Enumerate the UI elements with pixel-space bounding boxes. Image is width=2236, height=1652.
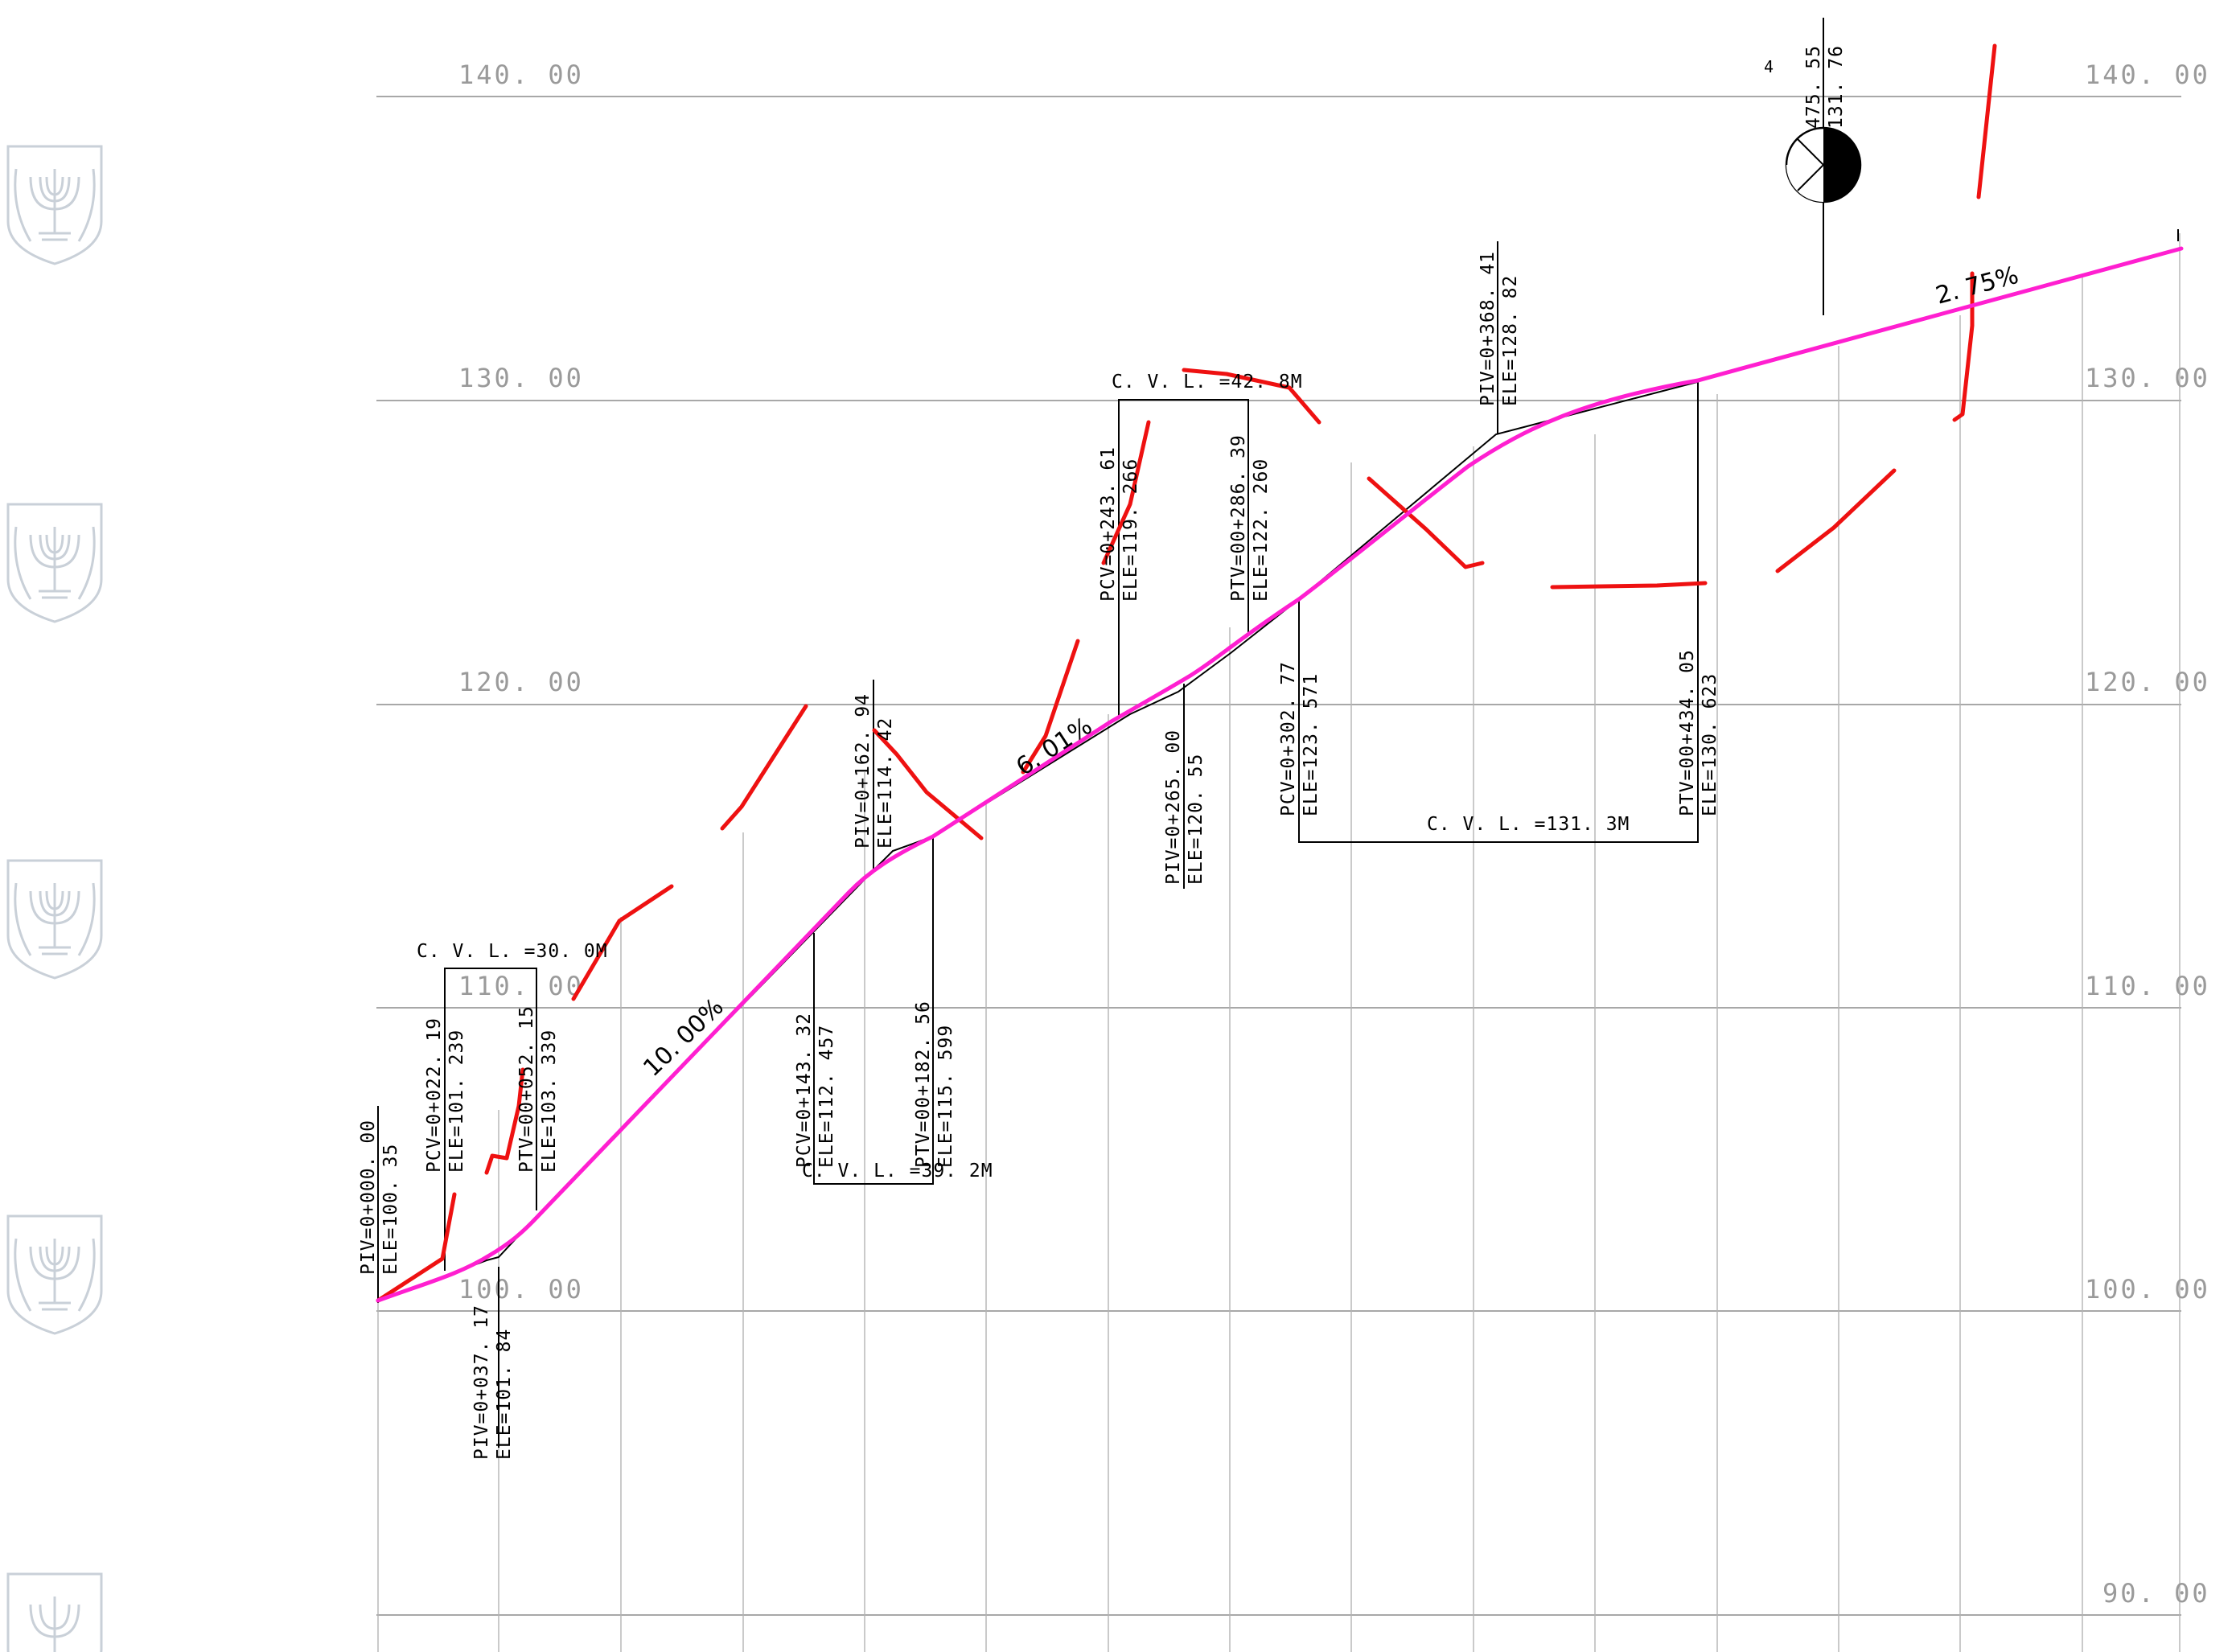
station-label: PCV=0+022. 19	[424, 1017, 445, 1173]
red-markups	[376, 43, 1997, 1303]
station-label: PIV=0+037. 17	[471, 1305, 492, 1460]
station-label: PTV=00+286. 39	[1228, 434, 1249, 602]
curve-3-labels: PCV=0+243. 61 ELE=119. 266 PTV=00+286. 3…	[1098, 434, 1272, 885]
station-label: PCV=0+302. 77	[1278, 661, 1299, 816]
elevation-label: 100. 00	[2085, 1274, 2210, 1305]
station-label: PTV=00+052. 15	[516, 1005, 537, 1173]
elevation-value-label: ELE=123. 571	[1301, 673, 1321, 816]
elevation-gridlines	[376, 96, 2181, 1616]
cvl-label: C. V. L. =39. 2M	[802, 1161, 993, 1181]
elevation-value-label: ELE=115. 599	[935, 1025, 956, 1168]
menorah-emblem-icon	[6, 859, 103, 980]
elevation-value-label: ELE=119. 266	[1120, 458, 1141, 602]
elevation-value-label: ELE=114. 42	[875, 717, 896, 849]
station-label: PCV=0+143. 32	[794, 1013, 815, 1168]
station-label: PIV=0+162. 94	[853, 693, 873, 849]
elevation-value-label: ELE=112. 457	[816, 1025, 837, 1168]
elevation-value-label: ELE=120. 55	[1186, 754, 1206, 885]
curve-4-labels: PCV=0+302. 77 ELE=123. 571 PTV=00+434. 0…	[1278, 251, 1720, 816]
cvl-label: C. V. L. =131. 3M	[1427, 814, 1630, 835]
elevation-label: 120. 00	[458, 667, 584, 697]
curve-1-labels: PCV=0+022. 19 ELE=101. 239 PTV=00+052. 1…	[424, 1005, 560, 1460]
cvl-label: C. V. L. =42. 8M	[1112, 372, 1303, 392]
benchmark-station: 475. 55	[1803, 45, 1824, 129]
grade-label: 6. 01%	[1011, 712, 1097, 781]
station-label: PTV=00+182. 56	[913, 1001, 934, 1168]
menorah-emblem-icon	[6, 1214, 103, 1335]
curve-2-labels: PCV=0+143. 32 ELE=112. 457 PTV=00+182. 5…	[794, 693, 956, 1168]
menorah-emblem-icon	[6, 145, 103, 265]
elevation-label: 110. 00	[458, 971, 584, 1001]
menorah-emblem-icon	[6, 1572, 103, 1652]
benchmark-symbol-icon	[1785, 126, 1862, 203]
elevation-label: 100. 00	[458, 1274, 584, 1305]
station-label: PCV=0+243. 61	[1098, 446, 1119, 602]
menorah-emblem-icon	[6, 503, 103, 623]
emblem-watermarks	[6, 145, 103, 1652]
station-label: PTV=00+434. 05	[1677, 649, 1698, 816]
elevation-value-label: ELE=130. 623	[1700, 673, 1720, 816]
benchmark-marker: 4 475. 55 131. 76	[1764, 45, 1862, 203]
station-gridlines	[377, 233, 2181, 1652]
elevation-value-label: ELE=103. 339	[539, 1029, 560, 1173]
elevation-labels-left: 140. 00 130. 00 120. 00 110. 00 100. 00	[458, 60, 584, 1305]
elevation-label: 120. 00	[2085, 667, 2210, 697]
start-point-labels: PIV=0+000. 00 ELE=100. 35	[358, 1120, 401, 1275]
elevation-value-label: ELE=100. 35	[380, 1144, 401, 1275]
station-label: PIV=0+368. 41	[1478, 251, 1498, 406]
grade-label: 10. 00%	[638, 992, 729, 1082]
station-label: PIV=0+265. 00	[1163, 729, 1184, 885]
elevation-label: 110. 00	[2085, 971, 2210, 1001]
benchmark-elevation: 131. 76	[1826, 45, 1847, 129]
elevation-value-label: ELE=122. 260	[1251, 458, 1272, 602]
elevation-value-label: ELE=101. 84	[494, 1329, 515, 1460]
design-profile-line	[376, 246, 2184, 1303]
elevation-label: 130. 00	[458, 363, 584, 393]
benchmark-number: 4	[1764, 57, 1774, 76]
elevation-value-label: ELE=101. 239	[446, 1029, 467, 1173]
elevation-label: 90. 00	[2102, 1578, 2210, 1609]
elevation-label: 140. 00	[458, 60, 584, 90]
cvl-label: C. V. L. =30. 0M	[417, 941, 608, 962]
elevation-labels-right: 140. 00 130. 00 120. 00 110. 00 100. 00 …	[2085, 60, 2210, 1609]
elevation-label: 140. 00	[2085, 60, 2210, 90]
elevation-label: 130. 00	[2085, 363, 2210, 393]
elevation-value-label: ELE=128. 82	[1500, 275, 1521, 406]
station-label: PIV=0+000. 00	[358, 1120, 379, 1275]
